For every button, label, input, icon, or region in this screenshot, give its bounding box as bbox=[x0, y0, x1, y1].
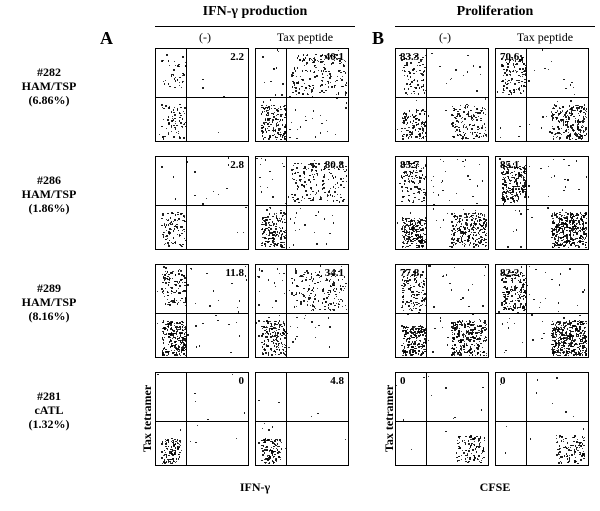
scatter-panel: 40.1 bbox=[255, 48, 349, 142]
sample-dx: HAM/TSP bbox=[4, 188, 94, 202]
cond-tax-a: Tax peptide bbox=[255, 30, 355, 45]
sample-label: #289HAM/TSP(8.16%) bbox=[4, 282, 94, 323]
sample-dx: HAM/TSP bbox=[4, 296, 94, 310]
gate-percent: 0 bbox=[500, 375, 506, 387]
scatter-panel: 34.1 bbox=[255, 264, 349, 358]
gate-percent: 2.2 bbox=[230, 51, 244, 63]
panel-letter-a: A bbox=[100, 28, 113, 49]
scatter-panel: 0 bbox=[155, 372, 249, 466]
gate-percent: 11.8 bbox=[225, 267, 244, 279]
gate-percent: 83.3 bbox=[400, 51, 419, 63]
scatter-panel: 80.8 bbox=[255, 156, 349, 250]
figure-root: IFN-γ production Proliferation A B (-) T… bbox=[0, 0, 600, 511]
scatter-panel: 0 bbox=[395, 372, 489, 466]
scatter-panel: 2.8 bbox=[155, 156, 249, 250]
gate-percent: 0 bbox=[239, 375, 245, 387]
ifn-header: IFN-γ production bbox=[155, 4, 355, 20]
scatter-panel: 0 bbox=[495, 372, 589, 466]
scatter-panel: 2.2 bbox=[155, 48, 249, 142]
scatter-panel: 85.7 bbox=[395, 156, 489, 250]
sample-label: #282HAM/TSP(6.86%) bbox=[4, 66, 94, 107]
top-labels: IFN-γ production Proliferation bbox=[0, 4, 600, 26]
sample-id: #282 bbox=[4, 66, 94, 80]
gate-percent: 0 bbox=[400, 375, 406, 387]
sample-dx: HAM/TSP bbox=[4, 80, 94, 94]
gate-percent: 2.8 bbox=[230, 159, 244, 171]
sample-pct: (6.86%) bbox=[4, 94, 94, 108]
panel-letter-b: B bbox=[372, 28, 384, 49]
cond-neg-a: (-) bbox=[155, 30, 255, 45]
sample-pct: (1.32%) bbox=[4, 418, 94, 432]
cond-neg-b: (-) bbox=[395, 30, 495, 45]
sample-id: #286 bbox=[4, 174, 94, 188]
scatter-panel: 70.6 bbox=[495, 48, 589, 142]
sample-pct: (1.86%) bbox=[4, 202, 94, 216]
y-axis-label-a: Tax tetramer bbox=[140, 385, 155, 452]
x-axis-label-b: CFSE bbox=[395, 480, 595, 495]
gate-percent: 4.8 bbox=[330, 375, 344, 387]
scatter-panel: 77.8 bbox=[395, 264, 489, 358]
ifn-underline bbox=[155, 26, 355, 27]
sample-pct: (8.16%) bbox=[4, 310, 94, 324]
prolif-underline bbox=[395, 26, 595, 27]
sample-dx: cATL bbox=[4, 404, 94, 418]
scatter-panel: 85.1 bbox=[495, 156, 589, 250]
scatter-panel: 4.8 bbox=[255, 372, 349, 466]
sample-label: #286HAM/TSP(1.86%) bbox=[4, 174, 94, 215]
scatter-panel: 82.2 bbox=[495, 264, 589, 358]
x-axis-label-a: IFN-γ bbox=[155, 480, 355, 495]
sample-id: #289 bbox=[4, 282, 94, 296]
cond-tax-b: Tax peptide bbox=[495, 30, 595, 45]
sample-id: #281 bbox=[4, 390, 94, 404]
scatter-panel: 83.3 bbox=[395, 48, 489, 142]
scatter-panel: 11.8 bbox=[155, 264, 249, 358]
sample-label: #281cATL(1.32%) bbox=[4, 390, 94, 431]
prolif-header: Proliferation bbox=[395, 4, 595, 20]
y-axis-label-b: Tax tetramer bbox=[382, 385, 397, 452]
